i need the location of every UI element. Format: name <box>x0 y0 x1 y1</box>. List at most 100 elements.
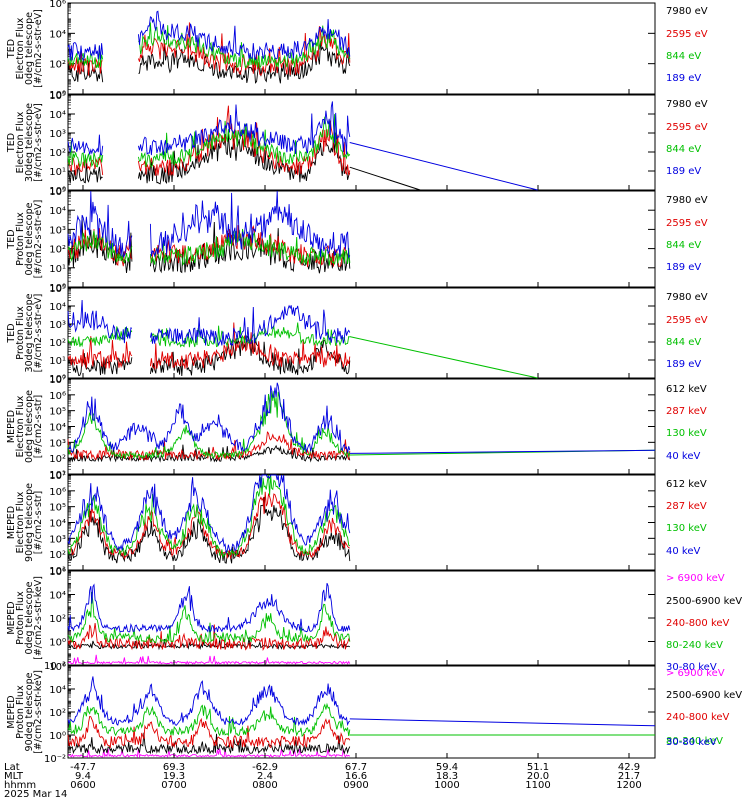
y-tick-label: 10² <box>49 245 66 256</box>
y-tick-label: 10⁶ <box>49 567 66 578</box>
y-tick-label: 10⁴ <box>49 110 66 121</box>
y-tick-label: 10⁶ <box>49 487 66 498</box>
y-axis-title-line: Electron Flux <box>15 17 26 79</box>
y-tick-label: 10³ <box>49 534 66 545</box>
legend-entry: 189 eV <box>666 359 701 370</box>
y-axis-title-line: MEPED <box>6 506 17 539</box>
x-tick-mlt: 9.4 <box>75 771 91 782</box>
legend-entry: 2500-6900 keV <box>666 690 742 701</box>
series-tail <box>349 718 656 727</box>
y-axis-title-line: 90deg telescope <box>24 483 35 562</box>
series-trace <box>67 299 351 347</box>
legend-entry: 7980 eV <box>666 292 708 303</box>
y-tick-label: 10⁻² <box>44 754 66 765</box>
series-trace <box>67 592 351 644</box>
series-tail <box>349 449 656 454</box>
y-tick-label: 10⁴ <box>49 206 66 217</box>
series-trace <box>67 583 351 634</box>
legend-entry: 30-80 keV <box>666 662 717 673</box>
y-tick-label: 10⁰ <box>49 186 66 197</box>
y-tick-label: 10⁴ <box>49 519 66 530</box>
series-tail <box>349 166 421 191</box>
series-trace <box>67 676 351 727</box>
x-tick-hhmm: 1200 <box>616 780 641 791</box>
series-trace <box>67 474 351 559</box>
x-tick-hhmm: 0900 <box>343 780 368 791</box>
hhmm-row-label: hhmm <box>4 780 36 791</box>
y-tick-label: 10¹ <box>49 470 66 481</box>
y-tick-label: 10⁰ <box>49 731 66 742</box>
legend-entry: > 6900 keV <box>666 573 725 584</box>
legend-entry: 844 eV <box>666 144 701 155</box>
x-tick-lat: 42.9 <box>618 762 640 773</box>
legend-entry: 844 eV <box>666 51 701 62</box>
y-axis-title-line: TED <box>6 323 17 343</box>
y-tick-label: 10⁵ <box>49 503 66 514</box>
y-axis-title-line: [#/cm2-s-str-keV] <box>33 576 44 660</box>
legend-entry: 612 keV <box>666 384 707 395</box>
x-tick-lat: -62.9 <box>252 762 278 773</box>
legend-entry: 40 keV <box>666 451 700 462</box>
y-tick-label: 10² <box>49 454 66 465</box>
legend-entry: 2595 eV <box>666 315 708 326</box>
y-tick-label: 10⁰ <box>49 90 66 101</box>
x-tick-mlt: 20.0 <box>527 771 549 782</box>
y-tick-label: 10⁴ <box>49 685 66 696</box>
x-tick-mlt: 21.7 <box>618 771 640 782</box>
y-tick-label: 10⁶ <box>49 0 66 10</box>
y-axis-title-line: 30deg telescope <box>24 293 35 372</box>
legend-entry: 7980 eV <box>666 6 708 17</box>
y-tick-label: 10⁴ <box>49 591 66 602</box>
y-axis-title-line: Proton Flux <box>15 685 26 739</box>
legend-entry: 7980 eV <box>666 195 708 206</box>
y-tick-label: 10² <box>49 708 66 719</box>
series-tail <box>349 142 538 191</box>
y-axis-title-line: 0deg telescope <box>24 581 35 654</box>
y-tick-label: 10⁴ <box>49 302 66 313</box>
y-axis-title-line: MEPED <box>6 601 17 634</box>
date-label: 2025 Mar 14 <box>4 789 67 800</box>
y-axis-title-line: TED <box>6 39 17 59</box>
x-tick-hhmm: 1000 <box>434 780 459 791</box>
legend-entry: 7980 eV <box>666 99 708 110</box>
panel-frame <box>67 190 656 288</box>
series-trace <box>67 322 350 348</box>
lat-row-label: Lat <box>4 762 20 773</box>
y-tick-label: 10² <box>49 338 66 349</box>
y-axis-title-line: [#/cm2-s-str-eV] <box>33 294 44 373</box>
y-tick-label: 10¹ <box>49 566 66 577</box>
x-tick-mlt: 2.4 <box>257 771 273 782</box>
y-axis-title-line: [#/cm2-s-str-keV] <box>33 670 44 754</box>
legend-entry: 130 keV <box>666 523 707 534</box>
y-axis-title-line: TED <box>6 229 17 249</box>
legend-entry: 287 keV <box>666 406 707 417</box>
legend-entry: 844 eV <box>666 240 701 251</box>
series-trace <box>67 623 351 652</box>
y-tick-label: 10⁵ <box>49 91 66 102</box>
series-trace <box>67 101 351 156</box>
y-axis-title-line: [#/cm2-s-str] <box>33 395 44 458</box>
y-tick-label: 10⁷ <box>49 375 66 386</box>
legend-entry: 2595 eV <box>666 218 708 229</box>
y-tick-label: 10³ <box>49 320 66 331</box>
series-trace <box>67 322 351 371</box>
mlt-row-label: MLT <box>4 771 24 782</box>
x-tick-hhmm: 0800 <box>252 780 277 791</box>
legend-entry: 189 eV <box>666 262 701 273</box>
y-tick-label: 10⁵ <box>49 407 66 418</box>
x-tick-lat: -47.7 <box>70 762 96 773</box>
y-axis-title-line: Proton Flux <box>15 591 26 645</box>
series-trace <box>67 748 351 759</box>
y-tick-label: 10³ <box>49 438 66 449</box>
y-axis-title-line: [#/cm2-s-str-eV] <box>33 103 44 182</box>
legend-entry: 40 keV <box>666 546 700 557</box>
y-axis-title-line: Electron Flux <box>15 491 26 553</box>
series-trace <box>67 190 351 259</box>
